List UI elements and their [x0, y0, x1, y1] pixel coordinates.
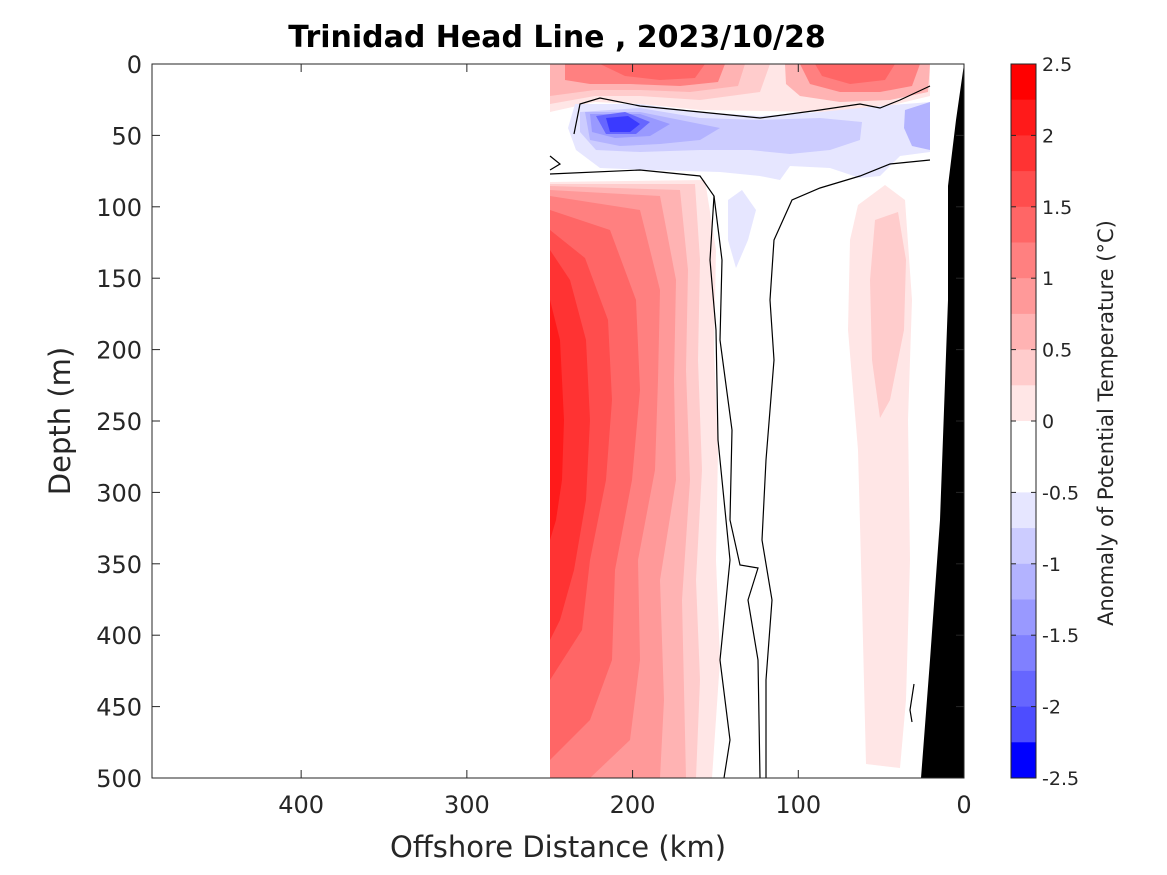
colorbar-band: [1011, 706, 1036, 743]
zero-contour-mid: [713, 195, 761, 778]
colorbar-tick-label: -1.5: [1042, 625, 1079, 647]
colorbar-band: [1011, 385, 1036, 422]
colorbar-tick-label: -2.5: [1042, 768, 1079, 790]
x-tick-label: 400: [278, 791, 324, 819]
cold-patch-shore: [904, 102, 930, 150]
colorbar-band: [1011, 421, 1036, 458]
colorbar-tick-label: 1: [1042, 268, 1054, 290]
y-tick-label: 400: [96, 622, 142, 650]
colorbar-band: [1011, 599, 1036, 636]
y-tick-label: 500: [96, 765, 142, 793]
x-axis: 400 300 200 100 0: [278, 64, 972, 819]
colorbar-tick-label: -1: [1042, 554, 1061, 576]
cold-patch-mid: [778, 122, 840, 142]
bathymetry: [921, 64, 964, 778]
zero-contour-band-bottom: [549, 169, 731, 778]
colorbar-bands: [1011, 64, 1036, 779]
colorbar-band: [1011, 206, 1036, 243]
colorbar-band: [1011, 456, 1036, 493]
y-axis: 0 50 100 150 200 250 300 350 400 450 500: [96, 51, 964, 793]
chart-title: Trinidad Head Line , 2023/10/28: [288, 20, 825, 55]
y-tick-label: 0: [127, 51, 142, 79]
nearshore-warm-inner: [870, 212, 906, 418]
colorbar-tick-label: 2: [1042, 125, 1054, 147]
colorbar-band: [1011, 99, 1036, 136]
y-tick-label: 50: [111, 122, 142, 150]
surface-warm-nearshore-3: [815, 64, 895, 84]
surface-warm-offshore-4: [600, 64, 705, 80]
y-tick-label: 150: [96, 265, 142, 293]
y-tick-label: 350: [96, 551, 142, 579]
colorbar-tick-label: 2.5: [1042, 54, 1072, 76]
plot-area: [151, 63, 965, 779]
colorbar-band: [1011, 278, 1036, 315]
x-tick-label: 100: [775, 791, 821, 819]
y-tick-label: 450: [96, 694, 142, 722]
colorbar-tick-label: -0.5: [1042, 482, 1079, 504]
colorbar-label: Anomaly of Potential Temperature (°C): [1094, 220, 1118, 626]
colorbar-band: [1011, 313, 1036, 351]
colorbar-band: [1011, 349, 1036, 386]
colorbar-band: [1011, 742, 1036, 779]
colorbar-tick-label: 0: [1042, 411, 1054, 433]
colorbar-band: [1011, 635, 1036, 672]
colorbar: 2.5 2 1.5 1 0.5 0 -0.5 -1 -1.5 -2 -2.5 Anomaly of …: [1010, 54, 1118, 790]
x-tick-label: 300: [444, 791, 490, 819]
colorbar-band: [1011, 135, 1036, 172]
zero-contour-east: [761, 159, 931, 778]
colorbar-band: [1011, 528, 1036, 565]
colorbar-band: [1011, 492, 1036, 529]
colorbar-band: [1011, 64, 1036, 101]
cold-tongue-100m: [728, 190, 756, 268]
y-tick-label: 250: [96, 408, 142, 436]
x-tick-label: 200: [610, 791, 656, 819]
colorbar-tick-label: 0.5: [1042, 340, 1072, 362]
colorbar-ticks: 2.5 2 1.5 1 0.5 0 -0.5 -1 -1.5 -2 -2.5: [1011, 54, 1079, 790]
colorbar-band: [1011, 171, 1036, 208]
x-axis-label: Offshore Distance (km): [390, 830, 726, 864]
cold-core: [606, 116, 640, 132]
zero-contour-surface: [573, 85, 931, 135]
anomaly-field: [549, 64, 964, 778]
x-tick-label: 0: [956, 791, 971, 819]
y-tick-label: 100: [96, 194, 142, 222]
colorbar-tick-label: 1.5: [1042, 197, 1072, 219]
colorbar-band: [1011, 670, 1036, 708]
y-tick-label: 300: [96, 479, 142, 507]
zero-contour-shore: [909, 683, 915, 723]
y-axis-label: Depth (m): [43, 347, 77, 495]
zero-contour-notch: [549, 155, 562, 171]
colorbar-band: [1011, 242, 1036, 279]
y-tick-label: 200: [96, 337, 142, 365]
colorbar-tick-label: -2: [1042, 697, 1061, 719]
colorbar-band: [1011, 563, 1036, 600]
band-2.0-2.25: [550, 300, 564, 540]
